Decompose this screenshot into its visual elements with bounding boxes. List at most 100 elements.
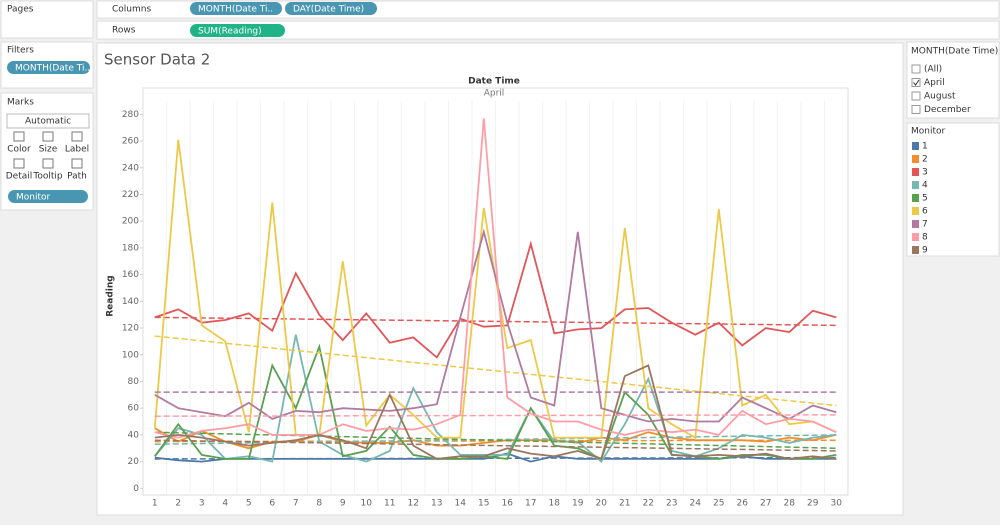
filter-option: April [924, 78, 945, 88]
filter-option: (All) [924, 65, 942, 75]
x-tick-label: 24 [690, 499, 702, 509]
legend-card [906, 122, 1000, 257]
legend-swatch[interactable] [912, 220, 919, 228]
legend-swatch[interactable] [912, 233, 919, 241]
checkbox[interactable] [911, 64, 921, 74]
x-tick-label: 13 [431, 499, 442, 509]
trend-line [154, 335, 837, 407]
y-tick-label: 280 [122, 110, 139, 120]
mark-button-icon[interactable] [13, 158, 25, 169]
x-tick-label: 25 [713, 499, 724, 509]
y-title: Reading [106, 275, 116, 316]
mark-type: Automatic [25, 117, 71, 127]
x-tick-label: 20 [596, 499, 608, 509]
pill[interactable] [190, 2, 282, 15]
checkbox[interactable] [911, 91, 921, 101]
x-tick-label: 18 [549, 499, 561, 509]
x-tick-label: 8 [316, 499, 322, 509]
y-tick-label: 60 [128, 404, 140, 414]
x-tick-label: 7 [293, 499, 299, 509]
x-tick-label: 1 [152, 499, 158, 509]
x-tick-label: 22 [643, 499, 654, 509]
pill-label: MONTH(Date Ti.. [15, 64, 90, 74]
mark-button-icon[interactable] [71, 131, 83, 142]
x-tick-label: 15 [478, 499, 489, 509]
legend-swatch[interactable] [912, 181, 919, 189]
mark-button-label: Detail [6, 172, 33, 182]
pages-title: Pages [7, 5, 34, 15]
legend-swatch[interactable] [912, 142, 919, 150]
filter-card [906, 41, 1000, 119]
legend-swatch[interactable] [912, 155, 919, 163]
trend-line [154, 316, 837, 327]
rows-label: Rows [112, 26, 136, 36]
trend-line [154, 439, 837, 452]
series-line [154, 343, 837, 461]
legend-label: 5 [922, 194, 928, 204]
x-tick-label: 30 [831, 499, 843, 509]
legend-swatch[interactable] [912, 194, 919, 202]
sheet [96, 42, 904, 516]
columns-label: Columns [112, 5, 151, 15]
legend-title: Monitor [911, 127, 946, 137]
x-subtitle: April [484, 89, 505, 99]
mark-button-label: Label [65, 145, 89, 155]
y-tick-label: 100 [122, 350, 139, 360]
pill[interactable] [285, 2, 377, 15]
x-tick-label: 12 [408, 499, 419, 509]
filter-option: August [924, 92, 956, 102]
x-tick-label: 3 [199, 499, 205, 509]
x-tick-label: 28 [784, 499, 796, 509]
pill[interactable] [190, 24, 285, 37]
rows-shelf [96, 20, 1000, 40]
pill[interactable] [7, 61, 90, 74]
y-tick-label: 20 [128, 457, 140, 467]
y-tick-label: 40 [128, 430, 140, 440]
checkbox[interactable] [911, 78, 921, 87]
mark-button-label: Size [39, 145, 58, 155]
legend-label: 1 [922, 142, 928, 152]
x-tick-label: 29 [807, 499, 819, 509]
legend-label: 7 [922, 220, 928, 230]
y-tick-label: 140 [122, 297, 139, 307]
mark-button-icon[interactable] [13, 131, 25, 142]
pill-label: Monitor [16, 193, 51, 203]
x-tick-label: 16 [502, 499, 514, 509]
legend-label: 3 [922, 168, 928, 178]
legend-swatch[interactable] [912, 246, 919, 254]
x-tick-label: 26 [737, 499, 749, 509]
y-tick-label: 0 [133, 484, 139, 494]
legend-label: 9 [922, 246, 928, 256]
y-tick-label: 120 [122, 324, 139, 334]
x-title: Date Time [468, 77, 520, 87]
x-tick-label: 4 [222, 499, 228, 509]
x-tick-label: 23 [666, 499, 677, 509]
series-line [154, 364, 837, 461]
filter-option: December [924, 105, 971, 115]
legend-swatch[interactable] [912, 207, 919, 215]
legend-swatch[interactable] [912, 168, 919, 176]
mark-button-label: Tooltip [32, 172, 63, 182]
legend-label: 8 [922, 233, 928, 243]
checkbox[interactable] [911, 105, 921, 114]
mark-button-icon[interactable] [71, 158, 83, 169]
filter-card-title: MONTH(Date Time) [911, 47, 998, 57]
pill-label: SUM(Reading) [198, 27, 262, 37]
pages-panel [0, 0, 94, 39]
mark-button-label: Color [7, 145, 31, 155]
x-tick-label: 27 [760, 499, 771, 509]
y-tick-label: 220 [122, 190, 139, 200]
x-tick-label: 10 [361, 499, 373, 509]
x-tick-label: 14 [455, 499, 467, 509]
marks-title: Marks [7, 98, 34, 108]
y-tick-label: 240 [122, 163, 139, 173]
trend-line [154, 414, 837, 417]
mark-type-dropdown[interactable] [6, 113, 90, 129]
pill[interactable] [8, 190, 88, 203]
mark-button-icon[interactable] [42, 158, 54, 169]
mark-button-icon[interactable] [42, 131, 54, 142]
y-tick-label: 80 [128, 377, 140, 387]
checkmark [913, 79, 920, 86]
